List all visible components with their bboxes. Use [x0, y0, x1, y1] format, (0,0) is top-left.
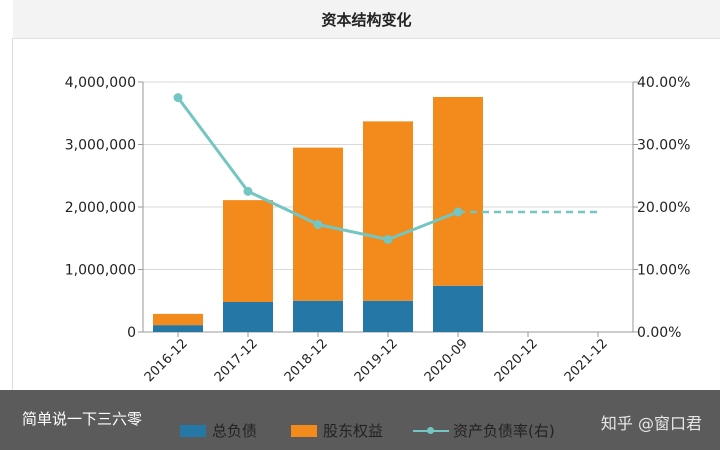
ratio-point [313, 220, 323, 229]
y-right-tick-label: 0.00% [637, 325, 681, 341]
y-right-tick-label: 30.00% [637, 138, 690, 154]
ratio-point [383, 235, 393, 244]
bar-equity [223, 200, 273, 302]
watermark: 知乎 @窗口君 [600, 414, 702, 433]
bar-debt [153, 325, 203, 332]
chart-header: 资本结构变化 [13, 0, 720, 39]
bar-equity [433, 97, 483, 286]
bar-equity [363, 121, 413, 301]
y-left-tick-label: 1,000,000 [65, 263, 136, 279]
ratio-point [243, 186, 253, 196]
bar-debt [433, 285, 483, 332]
y-left-tick-label: 2,000,000 [65, 200, 136, 216]
caption-band [0, 390, 720, 450]
bar-debt [223, 302, 273, 332]
y-right-tick-label: 40.00% [637, 75, 690, 91]
caption-text: 简单说一下三六零 [22, 410, 143, 428]
legend-item-equity[interactable]: 股东权益 [291, 420, 383, 440]
legend-item-ratio[interactable]: 资产负债率(右) [413, 420, 555, 440]
x-category-label: 2018-12 [282, 336, 331, 385]
bar-debt [363, 300, 413, 332]
x-category-label: 2019-12 [352, 336, 401, 385]
x-category-label: 2017-12 [212, 336, 261, 385]
x-category-label: 2020-12 [492, 336, 541, 385]
x-category-label: 2020-09 [422, 336, 471, 385]
legend-line-ratio [413, 425, 449, 437]
panel-left-border [12, 38, 13, 390]
y-left-tick-label: 3,000,000 [65, 138, 136, 154]
legend-swatch-debt [180, 424, 206, 437]
bar-equity [153, 313, 203, 326]
y-right-tick-label: 10.00% [637, 263, 690, 279]
x-category-label: 2016-12 [142, 336, 191, 385]
legend-item-debt[interactable]: 总负债 [180, 420, 257, 440]
y-left-tick-label: 0 [127, 325, 136, 341]
x-category-label: 2021-12 [562, 336, 611, 385]
ratio-point [453, 207, 463, 217]
bar-debt [293, 300, 343, 332]
legend-label-ratio: 资产负债率(右) [453, 422, 555, 440]
y-left-tick-label: 4,000,000 [65, 75, 136, 91]
chart-title: 资本结构变化 [321, 11, 412, 29]
ratio-point [173, 93, 183, 103]
legend-label-equity: 股东权益 [323, 422, 384, 440]
legend-swatch-equity [291, 424, 317, 437]
legend-label-debt: 总负债 [212, 422, 258, 440]
y-right-tick-label: 20.00% [637, 200, 690, 216]
